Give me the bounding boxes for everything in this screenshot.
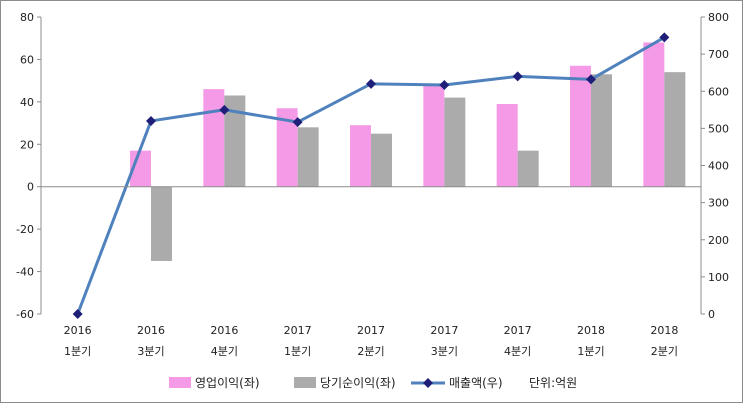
x-tick-quarter: 4분기 [211, 345, 238, 358]
bar-net-income [151, 186, 172, 261]
bar-operating-profit [570, 65, 591, 187]
left-axis: 80 60 40 20 0 -20 -40 -60 [16, 11, 42, 321]
bar-operating-profit [350, 125, 371, 187]
right-axis: 800 700 600 500 400 300 200 100 0 [700, 11, 729, 321]
bar-net-income [297, 127, 319, 187]
bar-net-income [224, 95, 246, 187]
x-tick-quarter: 2분기 [357, 345, 384, 358]
bar-operating-profit [423, 84, 445, 187]
legend-swatch-operating-profit [169, 377, 191, 388]
x-tick-year: 2017 [284, 324, 312, 337]
left-tick-label: -60 [16, 308, 34, 321]
bar-operating-profit [496, 103, 518, 187]
x-tick-quarter: 3분기 [431, 345, 458, 358]
bar-net-income [517, 150, 539, 187]
x-tick-year: 2017 [430, 324, 458, 337]
right-tick-label: 300 [708, 197, 729, 210]
sales-marker [586, 74, 596, 85]
x-tick-year: 2016 [137, 324, 165, 337]
legend-label-net-income: 당기순이익(좌) [320, 376, 396, 390]
x-tick-year: 2017 [504, 324, 532, 337]
bar-net-income [664, 72, 686, 187]
x-tick-quarter: 2분기 [651, 345, 678, 358]
bar-net-income [444, 97, 466, 187]
sales-marker [439, 79, 450, 90]
left-tick-label: -40 [16, 266, 34, 279]
right-tick-label: 800 [708, 11, 729, 24]
bar-operating-profit [643, 42, 665, 187]
sales-marker [292, 117, 303, 128]
x-axis: 2016 1분기 2016 3분기 2016 4분기 2017 1분기 2017 2분기 2017 3… [41, 186, 701, 358]
sales-line [72, 32, 670, 319]
legend-unit-note: 단위:억원 [529, 376, 577, 390]
right-tick-label: 500 [708, 122, 729, 135]
x-tick-year: 2017 [357, 324, 385, 337]
sales-marker [219, 104, 230, 115]
left-tick-label: 80 [20, 11, 34, 24]
legend-label-sales: 매출액(우) [449, 376, 503, 390]
sales-marker [72, 309, 83, 319]
right-tick-label: 0 [708, 308, 715, 321]
x-tick-quarter: 1분기 [284, 345, 311, 358]
legend-swatch-sales-marker [423, 378, 433, 388]
bar-net-income [371, 133, 392, 187]
sales-marker [512, 71, 523, 82]
left-tick-label: 40 [20, 96, 34, 109]
x-tick-quarter: 1분기 [64, 345, 91, 358]
x-tick-year: 2018 [577, 324, 605, 337]
x-tick-quarter: 3분기 [137, 345, 164, 358]
right-tick-label: 400 [708, 160, 729, 173]
x-tick-year: 2018 [650, 324, 678, 337]
bar-operating-profit [276, 108, 298, 187]
bar-operating-profit [203, 89, 225, 187]
sales-marker [366, 78, 376, 89]
legend-swatch-net-income [294, 377, 316, 388]
bars [130, 42, 686, 261]
right-tick-label: 200 [708, 234, 729, 247]
x-tick-quarter: 4분기 [504, 345, 531, 358]
left-tick-label: -20 [16, 223, 34, 236]
legend-label-operating-profit: 영업이익(좌) [195, 376, 260, 390]
bar-net-income [591, 74, 612, 187]
x-tick-quarter: 1분기 [577, 345, 604, 358]
sales-marker [659, 32, 670, 43]
right-tick-label: 100 [708, 271, 729, 284]
left-tick-label: 60 [20, 53, 34, 66]
legend: 영업이익(좌) 당기순이익(좌) 매출액(우) 단위:억원 [169, 376, 577, 390]
right-tick-label: 600 [708, 85, 729, 98]
left-tick-label: 0 [27, 181, 34, 194]
sales-marker [146, 115, 156, 126]
x-tick-year: 2016 [64, 324, 92, 337]
x-tick-year: 2016 [210, 324, 238, 337]
left-tick-label: 20 [20, 138, 34, 151]
right-tick-label: 700 [708, 48, 729, 61]
